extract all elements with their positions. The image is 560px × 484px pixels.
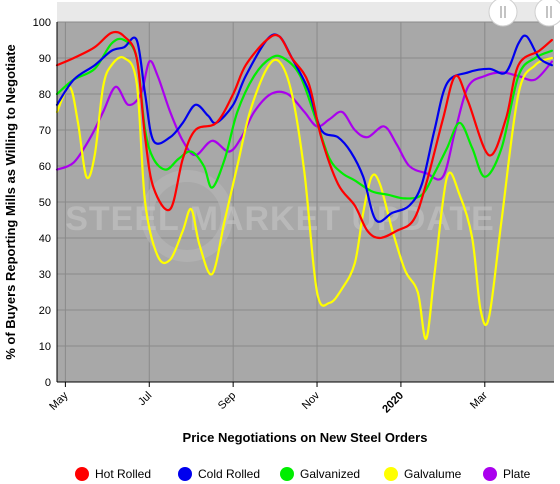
y-tick-label: 10 xyxy=(39,341,51,353)
y-tick-label: 0 xyxy=(45,377,51,389)
x-axis-title: Price Negotiations on New Steel Orders xyxy=(183,430,428,445)
y-tick-label: 20 xyxy=(39,305,51,317)
navigator-handle-left[interactable] xyxy=(488,0,518,27)
watermark-text: STEEL MARKET UPDATE xyxy=(65,200,495,238)
x-tick-label: Sep xyxy=(216,390,238,412)
navigator-handle-left-circle[interactable] xyxy=(488,0,518,27)
x-tick-label: May xyxy=(47,389,71,413)
y-tick-labels: 0 10 20 30 40 50 60 70 80 90 100 xyxy=(33,17,51,389)
y-tick-label: 30 xyxy=(39,269,51,281)
legend-label: Galvanized xyxy=(300,467,360,481)
y-tick-label: 90 xyxy=(39,53,51,65)
legend-item-galvalume[interactable]: Galvalume xyxy=(384,467,462,481)
legend-label: Galvalume xyxy=(404,467,462,481)
watermark: STEEL MARKET UPDATE xyxy=(65,170,495,262)
legend-label: Plate xyxy=(503,467,531,481)
x-tick-labels: May Jul Sep Nov 2020 Mar xyxy=(47,382,490,415)
navigator-handle-right-circle[interactable] xyxy=(534,0,560,27)
navigator-strip xyxy=(57,2,554,22)
legend-marker xyxy=(280,467,294,481)
legend-item-galvanized[interactable]: Galvanized xyxy=(280,467,360,481)
y-tick-label: 50 xyxy=(39,197,51,209)
x-tick-label: Mar xyxy=(468,389,490,411)
series-line-cold-rolled xyxy=(55,33,553,223)
legend: Hot Rolled Cold Rolled Galvanized Galvalume… xyxy=(75,467,531,481)
legend-label: Hot Rolled xyxy=(95,467,151,481)
x-tick-label: Nov xyxy=(300,389,323,412)
legend-item-hot-rolled[interactable]: Hot Rolled xyxy=(75,467,151,481)
y-tick-label: 70 xyxy=(39,125,51,137)
legend-marker xyxy=(483,467,497,481)
y-tick-label: 60 xyxy=(39,161,51,173)
y-tick-label: 40 xyxy=(39,233,51,245)
y-tick-label: 100 xyxy=(33,17,51,29)
x-tick-label: Jul xyxy=(136,390,154,408)
legend-marker xyxy=(75,467,89,481)
series-line-galvalume xyxy=(55,56,553,340)
legend-marker xyxy=(178,467,192,481)
legend-label: Cold Rolled xyxy=(198,467,260,481)
navigator-handle-right[interactable] xyxy=(534,0,560,27)
x-tick-label: 2020 xyxy=(380,390,406,416)
y-axis-title: % of Buyers Reporting Mills as Willing t… xyxy=(3,44,18,360)
series-line-hot-rolled xyxy=(55,30,553,240)
legend-marker xyxy=(384,467,398,481)
legend-item-plate[interactable]: Plate xyxy=(483,467,531,481)
y-tick-label: 80 xyxy=(39,89,51,101)
legend-item-cold-rolled[interactable]: Cold Rolled xyxy=(178,467,260,481)
series-layer xyxy=(55,30,553,340)
